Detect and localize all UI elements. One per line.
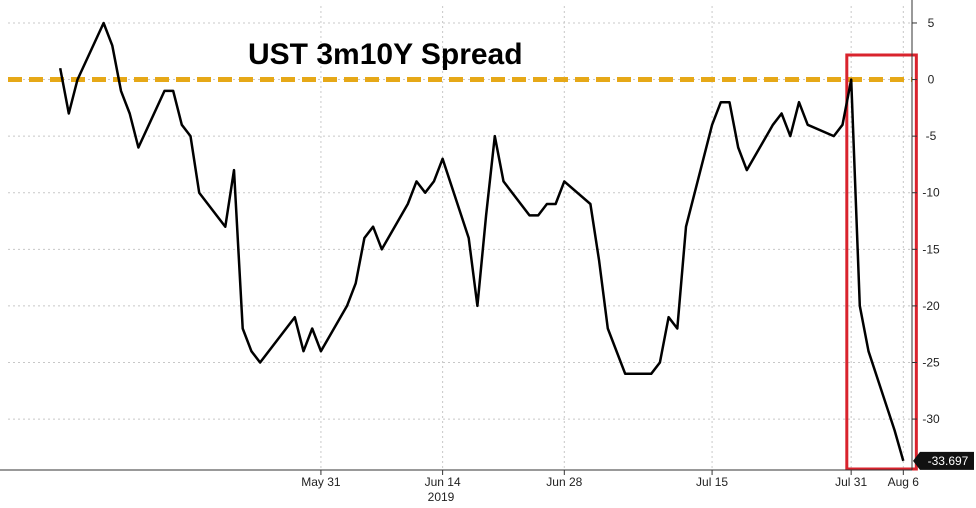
y-tick-label: -15	[922, 242, 940, 256]
x-tick-label: Jun 28	[546, 475, 582, 489]
grid	[8, 6, 912, 470]
series-layer	[58, 21, 905, 462]
spread-line	[58, 21, 905, 462]
y-tick-label: -30	[922, 412, 940, 426]
y-tick-label: 5	[928, 16, 935, 30]
y-tick-label: -5	[926, 129, 937, 143]
y-tick-label: -10	[922, 186, 940, 200]
last-value-badge: -33.697	[913, 451, 974, 470]
highlight-layer	[845, 53, 918, 471]
chart-title: UST 3m10Y Spread	[248, 38, 523, 71]
y-tick-label: -25	[922, 355, 940, 369]
x-tick-label: Jul 15	[696, 475, 728, 489]
axes: 5 0 -5 -10 -15 -20 -25 -30 May 31 Jun 14 Jun 28 Jul…	[0, 0, 974, 489]
x-tick-label: Jun 14	[425, 475, 461, 489]
last-value-label: -33.697	[928, 454, 969, 468]
highlight-box	[845, 53, 918, 471]
x-tick-label: Aug 6	[888, 475, 920, 489]
y-tick-label: 0	[928, 73, 935, 87]
x-axis-label: 2019	[428, 490, 455, 504]
x-tick-label: May 31	[301, 475, 341, 489]
x-tick-label: Jul 31	[835, 475, 867, 489]
y-tick-label: -20	[922, 299, 940, 313]
last-value-badge-bg	[913, 451, 974, 470]
